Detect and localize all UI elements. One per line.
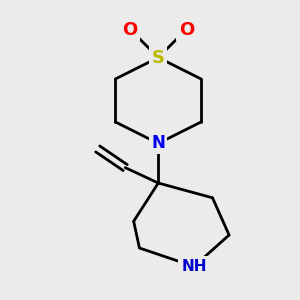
- Text: O: O: [123, 20, 138, 38]
- Text: NH: NH: [181, 259, 207, 274]
- Text: O: O: [179, 20, 194, 38]
- Text: N: N: [151, 134, 165, 152]
- Text: S: S: [152, 49, 165, 67]
